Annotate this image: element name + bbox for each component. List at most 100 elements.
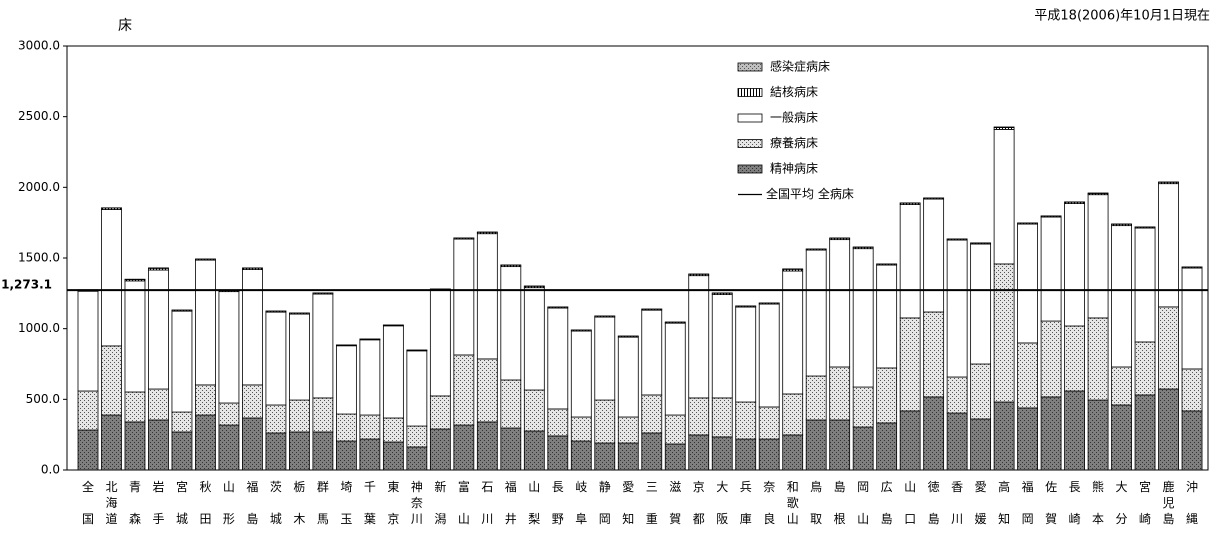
x-tick-label: 兵庫: [740, 480, 752, 526]
bar-segment: [711, 397, 733, 438]
bar-segment: [1181, 368, 1203, 412]
bar-segment: [476, 358, 498, 423]
bar-segment: [1017, 223, 1038, 344]
bar-segment: [476, 421, 498, 471]
bar-segment: [359, 339, 381, 416]
x-tick-label: 栃木: [293, 480, 305, 526]
y-tick-label: 1000.0: [18, 321, 60, 335]
bar-segment: [101, 414, 122, 471]
x-tick-label: 熊本: [1092, 479, 1104, 526]
bar-segment: [382, 325, 404, 419]
bar-segment: [1017, 342, 1038, 409]
bar-segment: [312, 397, 334, 433]
bar-segment: [406, 446, 428, 471]
x-tick-label: 秋田: [199, 480, 211, 526]
bar-segment: [500, 427, 522, 471]
bar-segment: [1064, 390, 1085, 471]
bar-segment: [805, 419, 827, 471]
bar-segment: [617, 416, 639, 444]
bar-segment: [664, 443, 686, 471]
bar-segment: [429, 289, 451, 397]
x-tick-label: 鳥取: [810, 479, 822, 526]
x-tick-label: 愛知: [622, 480, 634, 526]
x-tick-label: 静岡: [599, 480, 611, 526]
bar-segment: [265, 404, 287, 434]
bar-segment: [1158, 388, 1179, 471]
bar-segment: [923, 198, 945, 313]
bar-segment: [265, 311, 287, 406]
bar-segment: [77, 429, 99, 471]
bar-segment: [946, 412, 968, 471]
bar-segment: [500, 379, 522, 429]
x-tick-label: 奈良: [763, 480, 775, 526]
x-tick-label: 香川: [951, 480, 963, 526]
bar-segment: [876, 367, 898, 424]
x-tick-label: 福岡: [1022, 479, 1034, 526]
bar-segment: [1087, 317, 1109, 401]
bar-segment: [594, 316, 616, 401]
bar-segment: [453, 354, 475, 426]
bar-segment: [993, 128, 1015, 265]
bar-segment: [148, 419, 169, 471]
bar-segment: [1064, 325, 1085, 392]
bar-segment: [242, 269, 263, 386]
bar-segment: [382, 441, 404, 471]
bar-segment: [171, 431, 193, 471]
bar-segment: [946, 239, 968, 378]
legend-label: 感染症病床: [770, 59, 830, 74]
bar-segment: [1134, 394, 1156, 471]
bar-segment: [852, 386, 874, 428]
bar-segment: [148, 388, 169, 421]
bar-segment: [688, 397, 710, 436]
x-tick-label: 千葉: [364, 480, 376, 526]
x-tick-label: 富山: [458, 479, 470, 526]
x-tick-label: 山形: [223, 480, 235, 526]
bar-segment: [664, 414, 686, 445]
bar-segment: [735, 438, 757, 471]
bar-segment: [852, 248, 874, 388]
bar-segment: [453, 238, 475, 356]
bar-segment: [312, 293, 334, 399]
x-tick-label: 茨城: [270, 480, 282, 526]
x-tick-label: 三重: [646, 480, 658, 526]
bar-segment: [218, 402, 240, 426]
bar-segment: [899, 410, 921, 471]
x-tick-label: 山梨: [528, 480, 540, 526]
legend-label: 全国平均 全病床: [766, 186, 854, 201]
bar-segment: [617, 442, 639, 471]
bar-segment: [758, 303, 780, 408]
bar-segment: [171, 310, 193, 413]
bar-segment: [1134, 227, 1156, 343]
bar-segment: [289, 431, 310, 471]
x-tick-label: 愛媛: [975, 480, 987, 526]
bar-segment: [735, 306, 757, 403]
bar-segment: [359, 438, 381, 471]
bar-segment: [406, 425, 428, 448]
bar-segment: [570, 330, 592, 418]
x-tick-label: 岡山: [857, 480, 869, 526]
bar-segment: [1040, 216, 1062, 322]
y-tick-label: 1500.0: [18, 251, 60, 265]
note: 平成18(2006)年10月1日現在: [1034, 9, 1210, 24]
average-label: 1,273.1: [1, 278, 52, 292]
bar-segment: [1111, 225, 1132, 368]
bar-segment: [594, 442, 616, 471]
legend-label: 精神病床: [770, 161, 818, 176]
bar-segment: [382, 417, 404, 443]
x-tick-label: 京都: [693, 480, 705, 526]
bar-segment: [195, 384, 216, 416]
bar-segment: [805, 375, 827, 421]
bar-segment: [1017, 407, 1038, 471]
bar-segment: [923, 396, 945, 471]
x-tick-label: 神奈川: [411, 480, 423, 526]
y-axis-label: 床: [118, 18, 132, 34]
bar-segment: [359, 414, 381, 440]
x-tick-label: 東京: [387, 480, 399, 526]
bar-segment: [735, 401, 757, 440]
bar-segment: [148, 269, 169, 390]
bar-segment: [429, 428, 451, 471]
bar-segment: [899, 204, 921, 319]
bar-segment: [617, 336, 639, 418]
bar-segment: [899, 317, 921, 412]
legend-swatch: [737, 164, 763, 174]
